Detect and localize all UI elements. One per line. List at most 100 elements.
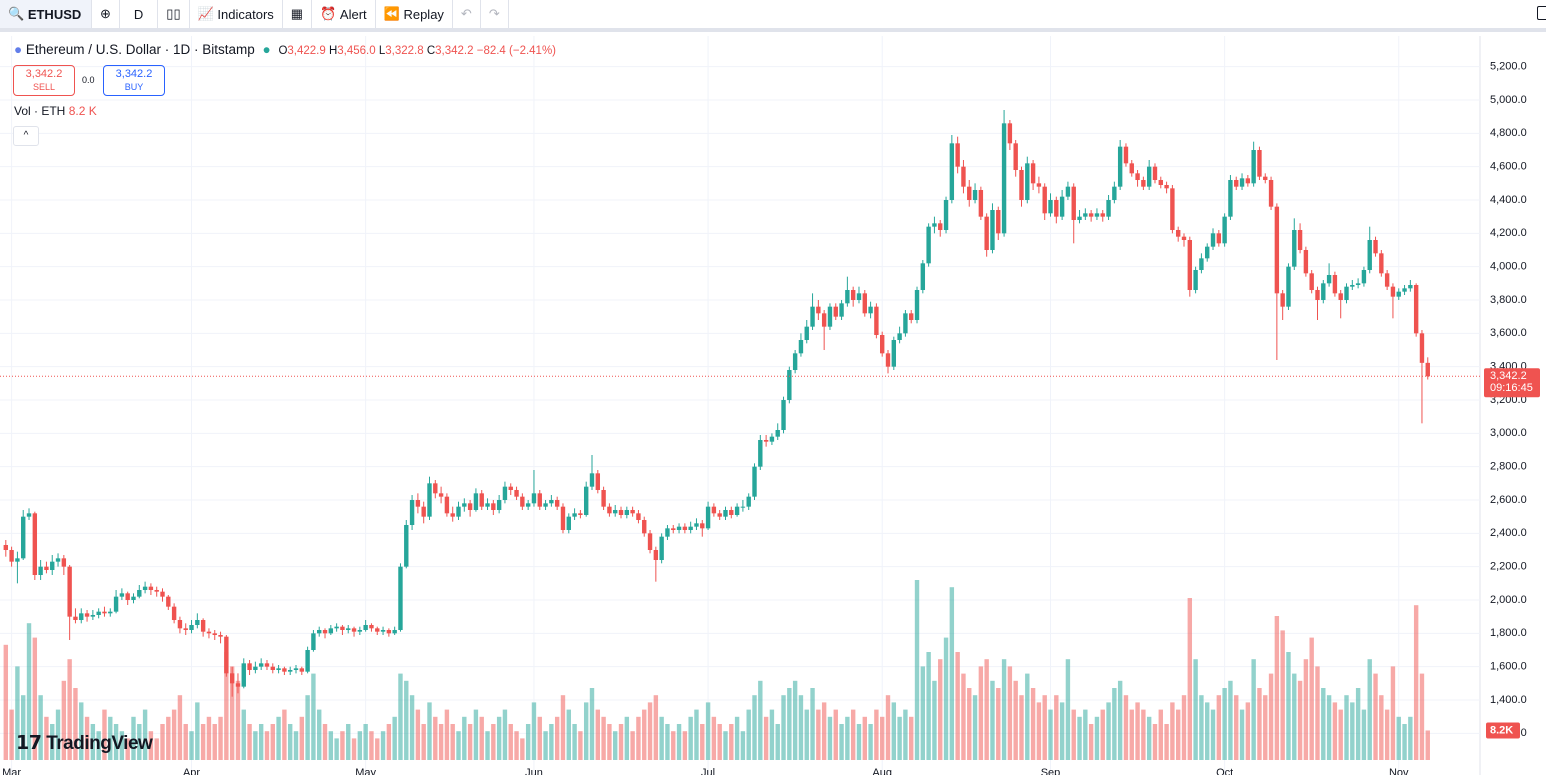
volume-bar [572,724,577,760]
candle-body [775,430,780,437]
compare[interactable]: ⊕ [92,0,120,28]
volume-bar [856,724,862,760]
candle-body [879,335,885,354]
indicators[interactable]: 📈 Indicators [190,0,283,28]
volume-bar [1321,688,1326,760]
o-label: O [278,45,288,57]
volume-bar [1181,695,1187,760]
volume-bar [978,666,984,760]
candle-body [26,513,32,517]
volume-bar [862,716,867,760]
volume-bar [282,709,287,760]
candle-body [1292,230,1297,267]
volume-bar [816,709,821,760]
x-tick-label: Oct [1216,767,1233,775]
candle-body [1390,286,1396,297]
candle-body [235,683,241,687]
volume-bar [15,666,20,760]
volume-legend-value: 8.2 K [68,104,97,118]
volume-bar [3,644,9,760]
replay[interactable]: ⏪ Replay [376,0,453,28]
candle-body [717,513,722,517]
volume-bar [676,724,682,760]
candle-body [804,326,809,340]
volume-bar [740,731,746,760]
volume-bar [1175,709,1181,760]
volume-bar [1257,688,1262,760]
candle-body [1268,180,1274,207]
sell-button[interactable]: 3,342.2 SELL [13,65,75,96]
symbol-search[interactable]: 🔍 ETHUSD [0,0,92,28]
candle-body [1245,178,1251,184]
layouts[interactable]: ▦ [283,0,313,28]
undo[interactable]: ↶ [453,0,481,28]
c-label: C [426,45,436,57]
candle-body [665,528,670,537]
candle-body [1297,230,1303,250]
volume-bar [990,680,995,760]
volume-bar [1234,695,1239,760]
candle-body [200,620,206,632]
candle-body [171,606,177,620]
volume-bar [1088,724,1094,760]
volume-bar [206,716,212,760]
volume-bar [125,738,130,760]
candle-body [148,586,154,590]
chart-type[interactable]: ▯▯ [158,0,190,28]
y-tick-label: 4,800.0 [1490,127,1527,139]
candle-body [282,668,287,672]
candle-body [55,558,61,562]
volume-bar [270,724,275,760]
volume-bar [647,702,653,760]
y-tick-label: 2,200.0 [1490,561,1527,573]
volume-bar [462,716,467,760]
candle-body [839,303,844,317]
candle-body [1216,233,1222,244]
alert[interactable]: ⏰ Alert [312,0,376,28]
candle-body [154,590,159,592]
candle-body [421,506,426,517]
volume-bar [636,716,641,760]
candle-body [1036,183,1042,187]
volume-tag [1486,722,1520,739]
volume-bar [827,716,833,760]
redo[interactable]: ↷ [481,0,509,28]
volume-bar [653,695,659,760]
interval[interactable]: D [120,0,159,28]
candle-body [206,631,212,634]
candle-body [311,633,316,650]
volume-bar [531,702,537,760]
volume-bar [659,716,664,760]
candle-body [531,493,537,504]
collapse-button[interactable]: ^ [13,126,39,146]
candle-body [1019,170,1024,200]
candle-body [618,510,624,515]
volume-bar [839,724,844,760]
fullscreen[interactable] [1537,6,1546,20]
symbol: ETHUSD [27,6,82,22]
candle-body [1071,186,1076,220]
candle-body [1419,333,1425,363]
y-tick-label: 3,800.0 [1490,294,1527,306]
volume-bar [1030,688,1036,760]
volume-bar [264,731,270,760]
volume-bar [1199,695,1204,760]
candle-body [1094,213,1100,217]
buy-button[interactable]: 3,342.2 BUY [103,65,165,96]
last-price-tag [1484,368,1540,398]
candle-body [833,306,838,317]
candle-body [1263,176,1268,180]
volume-bar [1164,724,1169,760]
candle-body [1257,150,1262,177]
volume-bar [949,587,955,760]
candle-body [398,566,403,630]
volume-bar [1077,716,1082,760]
candle-body [1164,185,1169,189]
volume-bar [1001,659,1007,760]
volume-bar [247,724,252,760]
volume-bar [1344,695,1349,760]
candle-body [450,513,455,517]
y-tick-label: 2,000.0 [1490,594,1527,606]
volume-bar [485,731,490,760]
volume-bar [409,695,415,760]
